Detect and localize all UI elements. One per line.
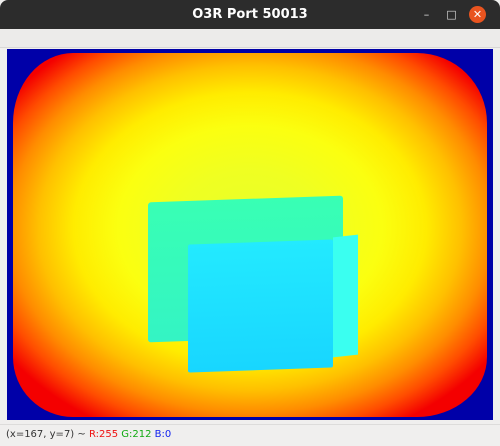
pixel-info: (x=167, y=7) ~ R:255 G:212 B:0 xyxy=(6,428,171,442)
window-title: O3R Port 50013 xyxy=(192,7,308,22)
front-box-region xyxy=(188,239,333,373)
close-button[interactable]: ✕ xyxy=(469,6,486,23)
maximize-button[interactable]: □ xyxy=(443,6,460,23)
pixel-blue-value: B:0 xyxy=(154,429,172,440)
toolbar xyxy=(0,29,500,48)
close-icon: ✕ xyxy=(472,8,483,21)
pixel-red-value: R:255 xyxy=(88,429,119,440)
pixel-coords: (x=167, y=7) ~ xyxy=(6,429,89,440)
depth-image-canvas[interactable] xyxy=(7,49,493,420)
maximize-icon: □ xyxy=(446,8,457,21)
minimize-icon: – xyxy=(423,8,430,21)
status-bar: (x=167, y=7) ~ R:255 G:212 B:0 xyxy=(0,424,500,446)
minimize-button[interactable]: – xyxy=(418,6,435,23)
title-bar[interactable]: O3R Port 50013 – □ ✕ xyxy=(0,0,500,29)
box-side-region xyxy=(333,234,358,358)
pixel-green-value: G:212 xyxy=(121,429,152,440)
